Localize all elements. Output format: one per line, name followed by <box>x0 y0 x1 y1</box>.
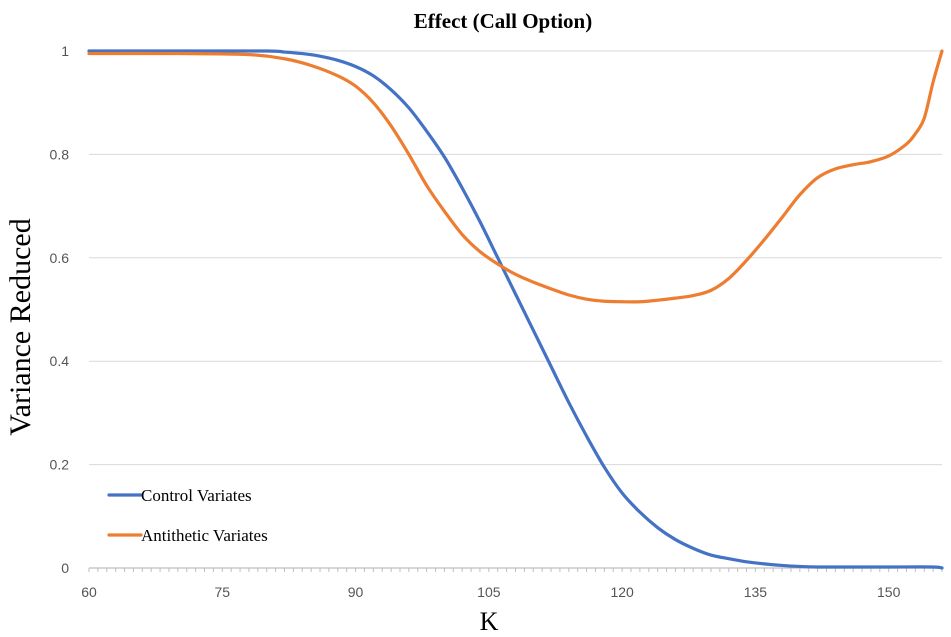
x-axis <box>88 567 943 572</box>
legend: Control Variates Antithetic Variates <box>107 486 268 545</box>
x-axis-label: K <box>480 607 499 636</box>
x-tick-labels: 60 75 90 105 120 135 150 <box>81 584 900 600</box>
y-tick-labels: 0 0.2 0.4 0.6 0.8 1 <box>50 43 70 576</box>
series-line-1 <box>87 49 944 304</box>
x-tick-label: 150 <box>877 584 901 600</box>
y-tick-label: 0.4 <box>50 353 70 369</box>
x-tick-label: 90 <box>348 584 364 600</box>
gridlines <box>89 50 942 466</box>
series-lines <box>87 49 944 570</box>
x-tick-label: 120 <box>610 584 634 600</box>
y-tick-label: 0.2 <box>50 457 70 473</box>
x-tick-label: 105 <box>477 584 501 600</box>
y-tick-label: 0.6 <box>50 250 70 266</box>
legend-label: Antithetic Variates <box>141 526 268 545</box>
legend-label: Control Variates <box>141 486 252 505</box>
y-tick-label: 0.8 <box>50 146 70 162</box>
x-tick-label: 60 <box>81 584 97 600</box>
y-tick-label: 1 <box>61 43 69 59</box>
y-axis-label: Variance Reduced <box>4 218 37 435</box>
chart-title: Effect (Call Option) <box>414 9 592 33</box>
y-tick-label: 0 <box>61 560 69 576</box>
x-tick-label: 75 <box>214 584 230 600</box>
series-line-0 <box>87 49 944 570</box>
x-tick-label: 135 <box>744 584 768 600</box>
